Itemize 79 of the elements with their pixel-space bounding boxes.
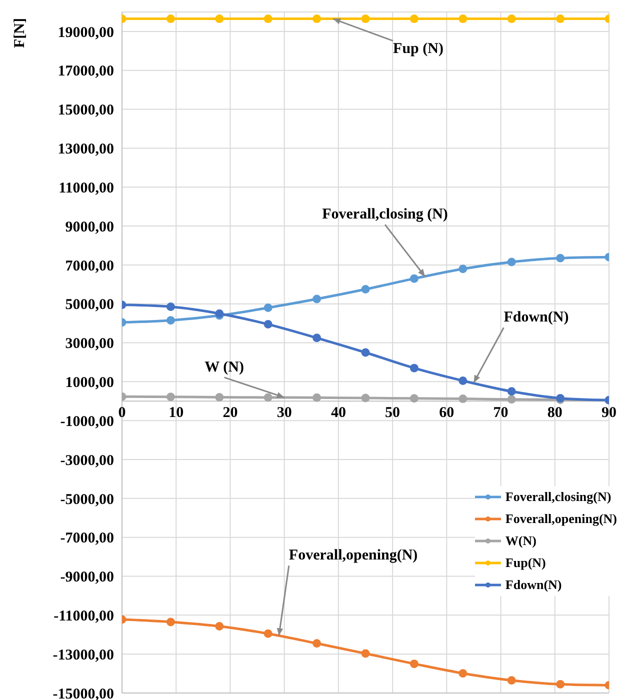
point (410, 394, 418, 403)
y-tick-label: 11000,00 (58, 180, 114, 196)
y-tick-label: 17000,00 (58, 64, 114, 80)
x-tick-label: 90 (602, 405, 616, 422)
point (410, 660, 418, 668)
point (458, 376, 468, 385)
x-tick-label: 40 (330, 405, 346, 422)
point (264, 304, 272, 312)
point (166, 618, 175, 626)
point (507, 258, 516, 266)
point (264, 14, 272, 24)
x-tick-label: 30 (276, 405, 292, 422)
x-tick-label: 0 (118, 405, 126, 422)
point (215, 14, 224, 24)
y-tick-label: 19000,00 (58, 24, 114, 41)
point (312, 639, 322, 648)
point (166, 302, 175, 312)
x-tick-label: 70 (493, 405, 508, 422)
y-tick-label: -13000,00 (52, 647, 114, 664)
x-tick-label: 80 (547, 405, 562, 422)
point (361, 348, 370, 357)
y-tick-label: 5000,00 (65, 297, 114, 314)
x-tick-label: 20 (222, 405, 238, 422)
point (166, 316, 175, 325)
legend-label: W(N) (505, 533, 536, 549)
point (312, 294, 322, 304)
point (361, 14, 370, 24)
point (215, 393, 224, 402)
y-tick-label: -5000,00 (60, 492, 114, 508)
y-tick-label: -9000,00 (60, 570, 114, 586)
point (264, 393, 272, 402)
point (361, 394, 370, 402)
y-axis-title: F[N] (12, 18, 28, 48)
point (458, 14, 468, 24)
y-tick-label: 15000,00 (58, 102, 114, 119)
annotation: W (N) (204, 359, 244, 376)
point (507, 14, 516, 24)
point (264, 320, 272, 329)
y-tick-label: 1000,00 (65, 375, 114, 392)
point (507, 676, 516, 685)
point (458, 394, 468, 404)
annotation: Foverall,closing (N) (322, 206, 448, 223)
point (556, 254, 565, 262)
point (361, 285, 370, 294)
point (458, 669, 468, 678)
point (556, 14, 565, 24)
y-tick-label: -11000,00 (54, 608, 114, 624)
y-tick-label: 13000,00 (58, 142, 114, 158)
point (507, 387, 516, 396)
x-tick-label: 10 (168, 405, 184, 422)
point (361, 649, 370, 658)
legend-label: Fup(N) (505, 555, 546, 571)
y-tick-label: 7000,00 (65, 258, 114, 274)
point (312, 334, 322, 342)
x-tick-label: 50 (385, 405, 400, 422)
point (556, 680, 565, 688)
legend-label: Foverall,closing(N) (505, 489, 612, 505)
point (507, 395, 516, 404)
annotation: Foverall,opening(N) (288, 548, 418, 564)
point (458, 264, 468, 274)
point (264, 629, 272, 638)
legend-label: Foverall,opening(N) (505, 511, 617, 527)
y-tick-label: 9000,00 (65, 219, 114, 236)
point (166, 392, 175, 402)
legend-label: Fdown(N) (505, 577, 562, 593)
point (410, 364, 418, 372)
point (312, 14, 322, 24)
point (166, 14, 175, 24)
annotation: Fdown(N) (504, 310, 569, 326)
point (410, 14, 418, 24)
annotation: Fup (N) (393, 40, 444, 57)
y-tick-label: -1000,00 (60, 414, 114, 430)
x-tick-label: 60 (439, 405, 454, 422)
point (410, 274, 418, 283)
y-tick-label: -3000,00 (60, 452, 114, 469)
point (312, 393, 322, 402)
y-tick-label: 3000,00 (65, 336, 114, 352)
point (215, 622, 224, 631)
y-tick-label: -7000,00 (60, 530, 114, 547)
